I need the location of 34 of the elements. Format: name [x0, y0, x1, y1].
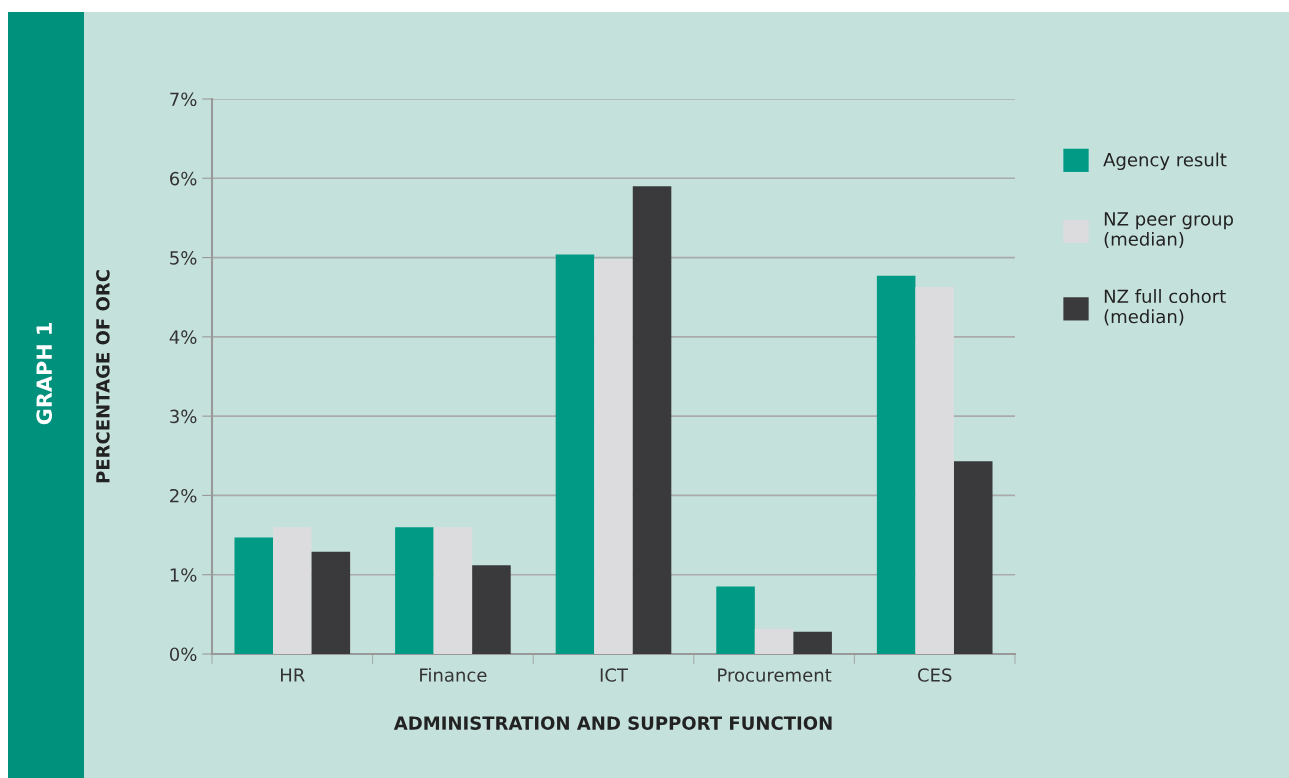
y-tick-label: 7%	[170, 92, 197, 107]
bar	[433, 527, 473, 654]
x-tick-label: HR	[281, 668, 305, 682]
bar	[472, 565, 511, 654]
bar	[555, 254, 595, 654]
y-tick-label: 6%	[170, 171, 197, 186]
y-tick-label: 2%	[170, 488, 197, 503]
x-axis-title: ADMINISTRATION AND SUPPORT FUNCTION	[393, 716, 832, 730]
bar	[273, 527, 312, 654]
y-tick-label: 1%	[170, 568, 197, 582]
x-tick-label: CES	[917, 668, 952, 682]
bar	[395, 527, 434, 654]
x-tick-label: Finance	[420, 667, 487, 682]
y-tick-label: 4%	[169, 330, 197, 344]
bar	[876, 275, 916, 654]
y-tick-label: 3%	[170, 409, 197, 424]
bar	[311, 551, 351, 654]
bar	[915, 286, 954, 654]
y-tick-label: 5%	[170, 251, 197, 265]
legend-label: Agency result	[1103, 152, 1227, 170]
bar	[953, 461, 993, 654]
caption: GRAPH 1	[36, 323, 53, 425]
bar	[594, 259, 633, 654]
x-tick-label: Procurement	[718, 668, 832, 682]
y-tick-label: 0%	[169, 647, 197, 662]
x-tick-label: ICT	[600, 668, 629, 682]
bar	[716, 586, 755, 654]
legend-label: NZ peer group (median)	[1104, 212, 1233, 248]
bar	[234, 537, 274, 654]
legend-label: NZ full cohort (median)	[1104, 289, 1226, 326]
bar	[632, 186, 672, 654]
bar	[754, 628, 794, 654]
bar	[793, 631, 832, 654]
y-axis-title: PERCENTAGE OF ORC	[96, 270, 110, 483]
